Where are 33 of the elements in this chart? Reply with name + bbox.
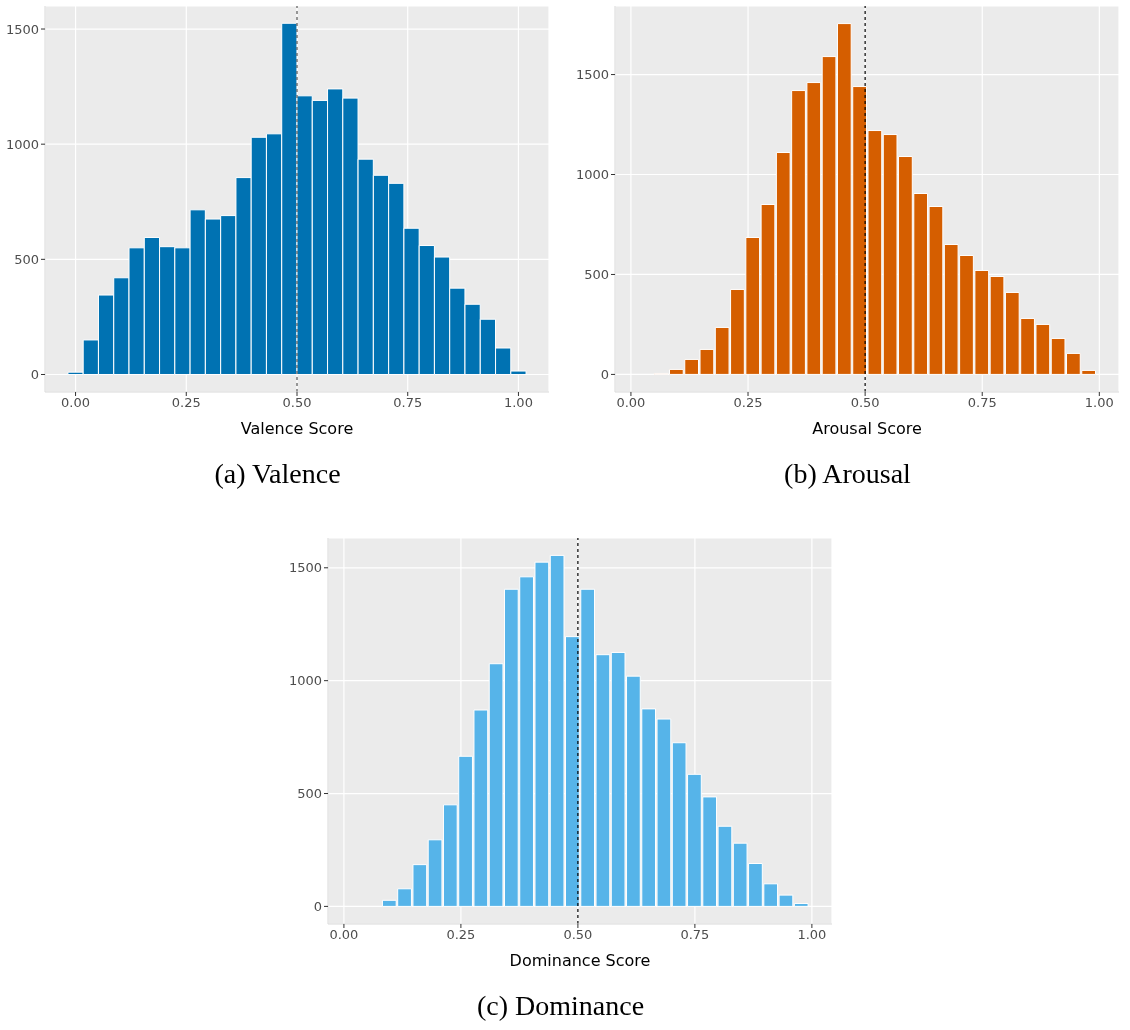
x-tick-label: 0.00 xyxy=(329,927,359,943)
x-tick-label: 0.50 xyxy=(563,927,593,943)
x-tick-label: 0.50 xyxy=(282,395,312,411)
y-tick-label: 1000 xyxy=(575,167,609,183)
x-tick-label: 0.25 xyxy=(171,395,201,411)
y-tick-label: 500 xyxy=(584,267,609,283)
text: (c) Dominance xyxy=(475,990,646,1022)
y-tick-label: 1500 xyxy=(575,67,609,83)
y-tick-label: 0 xyxy=(313,899,322,915)
y-tick-label: 1000 xyxy=(288,673,322,689)
x-axis-title: Dominance Score xyxy=(509,951,651,970)
x-tick-label: 0.00 xyxy=(616,395,646,411)
x-tick-label: 0.25 xyxy=(446,927,476,943)
y-tick-label: 1500 xyxy=(288,560,322,576)
y-tick-label: 0 xyxy=(30,367,39,383)
x-tick-label: 1.00 xyxy=(797,927,827,943)
x-tick-label: 0.50 xyxy=(850,395,880,411)
x-axis-title: Valence Score xyxy=(240,419,354,438)
text: (b) Arousal xyxy=(783,458,912,490)
y-tick-label: 500 xyxy=(14,251,39,267)
text: (a) Valence xyxy=(213,458,342,490)
y-tick-label: 500 xyxy=(297,786,322,802)
x-tick-label: 1.00 xyxy=(1084,395,1114,411)
x-tick-label: 0.75 xyxy=(393,395,423,411)
x-tick-label: 0.75 xyxy=(967,395,997,411)
y-tick-label: 1500 xyxy=(5,21,39,37)
x-tick-label: 0.00 xyxy=(61,395,91,411)
x-tick-label: 0.25 xyxy=(733,395,763,411)
x-axis-title: Arousal Score xyxy=(812,419,922,438)
y-tick-label: 1000 xyxy=(5,136,39,152)
x-tick-label: 0.75 xyxy=(680,927,710,943)
x-tick-label: 1.00 xyxy=(503,395,533,411)
y-tick-label: 0 xyxy=(600,367,609,383)
